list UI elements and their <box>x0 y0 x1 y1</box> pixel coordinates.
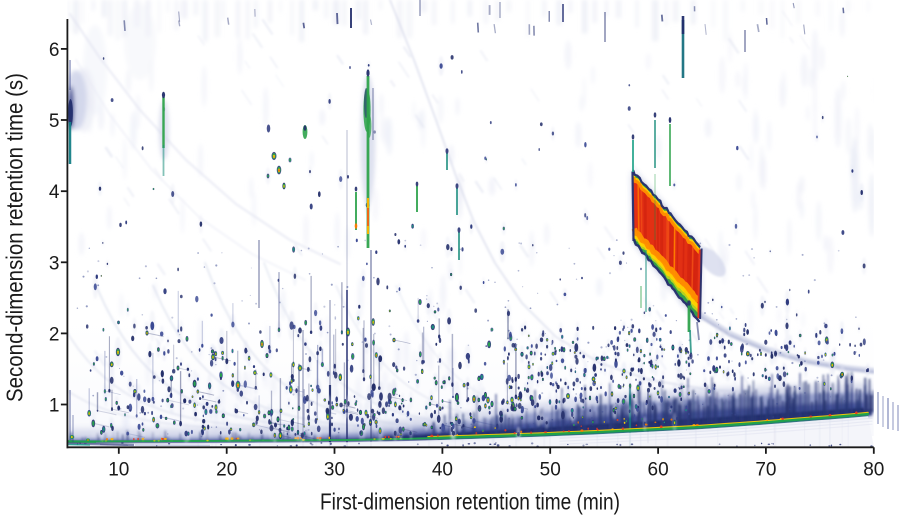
svg-text:40: 40 <box>432 460 453 481</box>
svg-text:30: 30 <box>324 460 345 481</box>
svg-text:10: 10 <box>108 460 129 481</box>
svg-text:1: 1 <box>49 396 60 417</box>
svg-text:5: 5 <box>49 111 60 132</box>
svg-text:4: 4 <box>49 182 60 203</box>
svg-text:First-dimension retention time: First-dimension retention time (min) <box>320 489 620 515</box>
svg-text:70: 70 <box>755 460 776 481</box>
svg-text:50: 50 <box>540 460 561 481</box>
svg-text:3: 3 <box>49 253 60 274</box>
svg-text:6: 6 <box>49 40 60 61</box>
svg-text:60: 60 <box>648 460 669 481</box>
svg-text:2: 2 <box>49 324 60 345</box>
svg-text:20: 20 <box>216 460 237 481</box>
svg-text:80: 80 <box>863 460 884 481</box>
svg-text:Second-dimension retention tim: Second-dimension retention time (s) <box>2 73 28 402</box>
